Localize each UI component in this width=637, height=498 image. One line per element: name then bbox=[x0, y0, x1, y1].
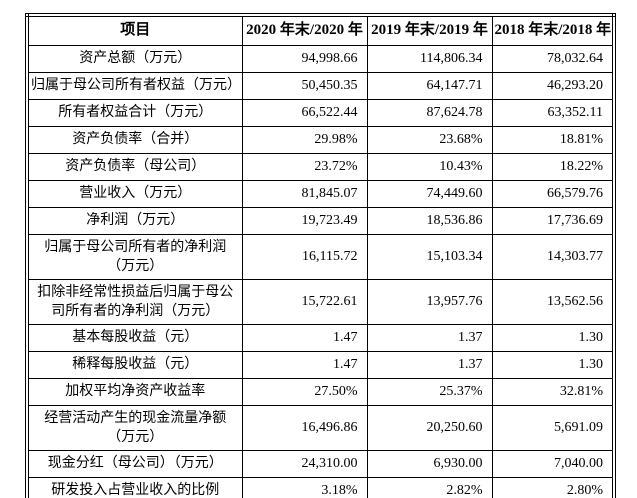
cell-2020: 15,722.61 bbox=[241, 278, 368, 325]
cell-2019: 64,147.71 bbox=[366, 71, 493, 100]
column-header-2020: 2020 年末/2020 年 bbox=[241, 14, 368, 46]
financial-summary-table: 项目 2020 年末/2020 年 2019 年末/2019 年 2018 年末… bbox=[25, 13, 616, 498]
cell-2018: 7,040.00 bbox=[491, 449, 615, 478]
table-row-deducted-net-profit: 扣除非经常性损益后归属于母公司所有者的净利润（万元） 15,722.61 13,… bbox=[26, 278, 615, 325]
table-row-weighted-roe: 加权平均净资产收益率 27.50% 25.37% 32.81% bbox=[26, 377, 615, 406]
table-row-debt-ratio-consolidated: 资产负债率（合并） 29.98% 23.68% 18.81% bbox=[26, 125, 615, 154]
cell-2018: 18.81% bbox=[491, 125, 615, 154]
cell-2019: 1.37 bbox=[366, 323, 493, 352]
row-label: 加权平均净资产收益率 bbox=[26, 377, 243, 406]
row-label: 营业收入（万元） bbox=[26, 179, 243, 208]
cell-2019: 23.68% bbox=[366, 125, 493, 154]
cell-2018: 63,352.11 bbox=[491, 98, 615, 127]
row-label: 归属于母公司所有者的净利润（万元） bbox=[26, 233, 243, 280]
cell-2020: 16,496.86 bbox=[241, 404, 368, 451]
cell-2018: 13,562.56 bbox=[491, 278, 615, 325]
cell-2018: 32.81% bbox=[491, 377, 615, 406]
table-row-parent-equity: 归属于母公司所有者权益（万元） 50,450.35 64,147.71 46,2… bbox=[26, 71, 615, 100]
table-row-diluted-eps: 稀释每股收益（元） 1.47 1.37 1.30 bbox=[26, 350, 615, 379]
cell-2018: 14,303.77 bbox=[491, 233, 615, 280]
cell-2019: 1.37 bbox=[366, 350, 493, 379]
cell-2020: 1.47 bbox=[241, 323, 368, 352]
row-label: 研发投入占营业收入的比例 bbox=[26, 476, 243, 498]
row-label: 经营活动产生的现金流量净额（万元） bbox=[26, 404, 243, 451]
table-row-operating-cash-flow: 经营活动产生的现金流量净额（万元） 16,496.86 20,250.60 5,… bbox=[26, 404, 615, 451]
table-row-operating-revenue: 营业收入（万元） 81,845.07 74,449.60 66,579.76 bbox=[26, 179, 615, 208]
table-row-total-assets: 资产总额（万元） 94,998.66 114,806.34 78,032.64 bbox=[26, 44, 615, 73]
column-header-2018: 2018 年末/2018 年 bbox=[491, 14, 615, 46]
cell-2018: 46,293.20 bbox=[491, 71, 615, 100]
row-label: 基本每股收益（元） bbox=[26, 323, 243, 352]
row-label: 现金分红（母公司）（万元） bbox=[26, 449, 243, 478]
cell-2019: 74,449.60 bbox=[366, 179, 493, 208]
cell-2020: 27.50% bbox=[241, 377, 368, 406]
column-header-2019: 2019 年末/2019 年 bbox=[366, 14, 493, 46]
row-label: 所有者权益合计（万元） bbox=[26, 98, 243, 127]
table-row-debt-ratio-parent: 资产负债率（母公司） 23.72% 10.43% 18.22% bbox=[26, 152, 615, 181]
row-label: 扣除非经常性损益后归属于母公司所有者的净利润（万元） bbox=[26, 278, 243, 325]
row-label: 资产负债率（母公司） bbox=[26, 152, 243, 181]
cell-2018: 1.30 bbox=[491, 350, 615, 379]
cell-2019: 6,930.00 bbox=[366, 449, 493, 478]
table-row-total-equity: 所有者权益合计（万元） 66,522.44 87,624.78 63,352.1… bbox=[26, 98, 615, 127]
column-header-item: 项目 bbox=[26, 14, 243, 46]
cell-2020: 16,115.72 bbox=[241, 233, 368, 280]
row-label: 归属于母公司所有者权益（万元） bbox=[26, 71, 243, 100]
cell-2018: 5,691.09 bbox=[491, 404, 615, 451]
cell-2018: 1.30 bbox=[491, 323, 615, 352]
cell-2019: 114,806.34 bbox=[366, 44, 493, 73]
cell-2020: 3.18% bbox=[241, 476, 368, 498]
cell-2020: 19,723.49 bbox=[241, 206, 368, 235]
cell-2020: 24,310.00 bbox=[241, 449, 368, 478]
cell-2019: 10.43% bbox=[366, 152, 493, 181]
cell-2019: 2.82% bbox=[366, 476, 493, 498]
row-label: 资产负债率（合并） bbox=[26, 125, 243, 154]
cell-2020: 23.72% bbox=[241, 152, 368, 181]
cell-2018: 18.22% bbox=[491, 152, 615, 181]
cell-2018: 66,579.76 bbox=[491, 179, 615, 208]
cell-2020: 81,845.07 bbox=[241, 179, 368, 208]
row-label: 净利润（万元） bbox=[26, 206, 243, 235]
row-label: 稀释每股收益（元） bbox=[26, 350, 243, 379]
cell-2020: 29.98% bbox=[241, 125, 368, 154]
cell-2020: 50,450.35 bbox=[241, 71, 368, 100]
cell-2018: 2.80% bbox=[491, 476, 615, 498]
row-label: 资产总额（万元） bbox=[26, 44, 243, 73]
cell-2020: 94,998.66 bbox=[241, 44, 368, 73]
table-row-basic-eps: 基本每股收益（元） 1.47 1.37 1.30 bbox=[26, 323, 615, 352]
cell-2018: 78,032.64 bbox=[491, 44, 615, 73]
cell-2020: 66,522.44 bbox=[241, 98, 368, 127]
table-row-cash-dividend: 现金分红（母公司）（万元） 24,310.00 6,930.00 7,040.0… bbox=[26, 449, 615, 478]
table-row-parent-net-profit: 归属于母公司所有者的净利润（万元） 16,115.72 15,103.34 14… bbox=[26, 233, 615, 280]
financial-summary-table-wrap: 项目 2020 年末/2020 年 2019 年末/2019 年 2018 年末… bbox=[25, 13, 616, 498]
cell-2019: 87,624.78 bbox=[366, 98, 493, 127]
cell-2019: 18,536.86 bbox=[366, 206, 493, 235]
cell-2018: 17,736.69 bbox=[491, 206, 615, 235]
cell-2019: 15,103.34 bbox=[366, 233, 493, 280]
table-row-rd-ratio: 研发投入占营业收入的比例 3.18% 2.82% 2.80% bbox=[26, 476, 615, 498]
cell-2020: 1.47 bbox=[241, 350, 368, 379]
cell-2019: 20,250.60 bbox=[366, 404, 493, 451]
cell-2019: 25.37% bbox=[366, 377, 493, 406]
table-row-net-profit: 净利润（万元） 19,723.49 18,536.86 17,736.69 bbox=[26, 206, 615, 235]
header-row: 项目 2020 年末/2020 年 2019 年末/2019 年 2018 年末… bbox=[26, 14, 615, 46]
cell-2019: 13,957.76 bbox=[366, 278, 493, 325]
